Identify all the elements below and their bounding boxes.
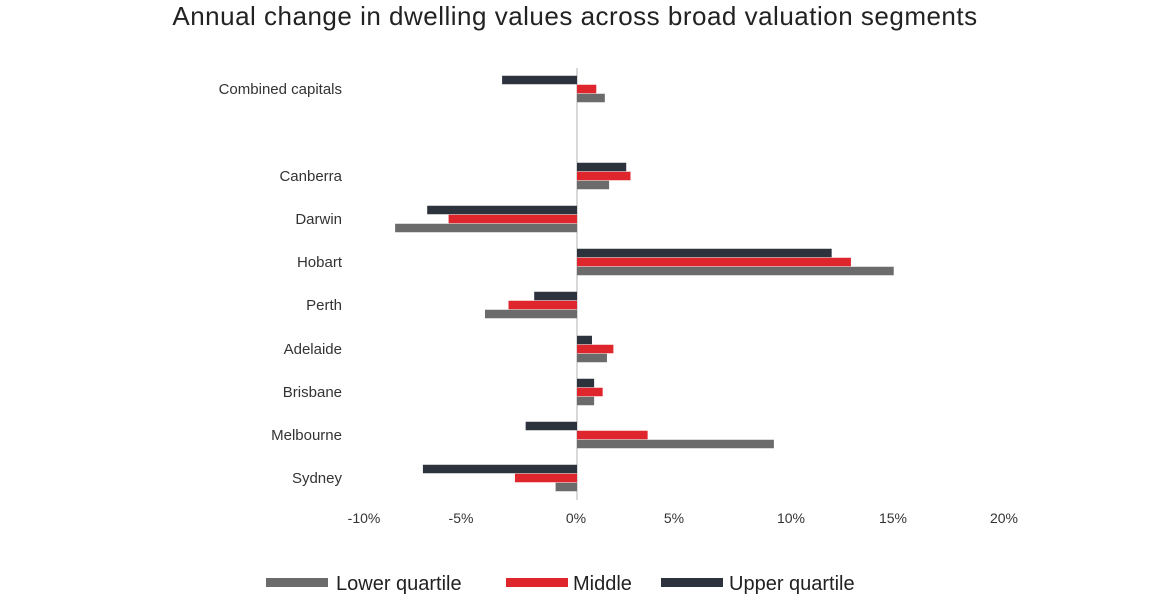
legend-label-middle: Middle xyxy=(573,573,632,595)
category-label: Canberra xyxy=(279,168,342,185)
category-label: Brisbane xyxy=(283,384,342,401)
x-tick-label: 15% xyxy=(879,510,907,526)
legend-label-upper-quartile: Upper quartile xyxy=(729,573,855,595)
bar-brisbane-upper-quartile xyxy=(577,378,595,388)
category-label: Combined capitals xyxy=(219,81,342,98)
x-tick-labels: -10% -5% 0% 5% 10% 15% 20% xyxy=(348,510,1018,526)
bars-layer xyxy=(395,75,894,492)
category-label: Melbourne xyxy=(271,427,342,444)
legend-swatch-lower-quartile xyxy=(266,578,328,587)
bar-adelaide-lower-quartile xyxy=(577,353,607,363)
bar-combined-capitals-lower-quartile xyxy=(577,93,605,103)
bar-melbourne-lower-quartile xyxy=(577,439,774,449)
bar-melbourne-middle xyxy=(577,430,648,440)
bar-combined-capitals-middle xyxy=(577,84,597,94)
category-label: Hobart xyxy=(297,254,343,271)
x-tick-label: 10% xyxy=(777,510,805,526)
bar-canberra-middle xyxy=(577,171,631,181)
bar-sydney-upper-quartile xyxy=(422,464,577,474)
legend-swatch-middle xyxy=(506,578,568,587)
bar-sydney-lower-quartile xyxy=(555,482,577,492)
bar-brisbane-middle xyxy=(577,387,603,397)
bar-canberra-lower-quartile xyxy=(577,180,610,190)
bar-darwin-upper-quartile xyxy=(427,205,577,215)
bar-darwin-lower-quartile xyxy=(395,223,577,233)
category-labels: Combined capitals Canberra Darwin Hobart Per… xyxy=(219,81,343,487)
bar-perth-lower-quartile xyxy=(484,309,577,319)
x-tick-label: -5% xyxy=(449,510,474,526)
bar-perth-upper-quartile xyxy=(534,291,577,301)
bar-perth-middle xyxy=(508,300,577,310)
legend-swatch-upper-quartile xyxy=(661,578,723,587)
bar-hobart-upper-quartile xyxy=(577,248,832,258)
bar-combined-capitals-upper-quartile xyxy=(502,75,577,85)
category-label: Sydney xyxy=(292,470,343,487)
category-label: Darwin xyxy=(295,211,342,228)
bar-melbourne-upper-quartile xyxy=(525,421,577,431)
x-tick-label: 20% xyxy=(990,510,1018,526)
x-tick-label: 5% xyxy=(664,510,684,526)
bar-adelaide-middle xyxy=(577,344,614,354)
category-label: Adelaide xyxy=(284,341,342,358)
bar-darwin-middle xyxy=(448,214,577,224)
bar-hobart-lower-quartile xyxy=(577,266,894,276)
bar-hobart-middle xyxy=(577,257,851,267)
legend-label-lower-quartile: Lower quartile xyxy=(336,573,462,595)
bar-canberra-upper-quartile xyxy=(577,162,627,172)
bar-sydney-middle xyxy=(514,473,577,483)
bar-brisbane-lower-quartile xyxy=(577,396,595,406)
x-tick-label: -10% xyxy=(348,510,381,526)
chart-title: Annual change in dwelling values across … xyxy=(172,1,978,31)
category-label: Perth xyxy=(306,297,342,314)
bar-adelaide-upper-quartile xyxy=(577,335,592,345)
x-tick-label: 0% xyxy=(566,510,586,526)
legend: Lower quartile Middle Upper quartile xyxy=(266,573,855,595)
